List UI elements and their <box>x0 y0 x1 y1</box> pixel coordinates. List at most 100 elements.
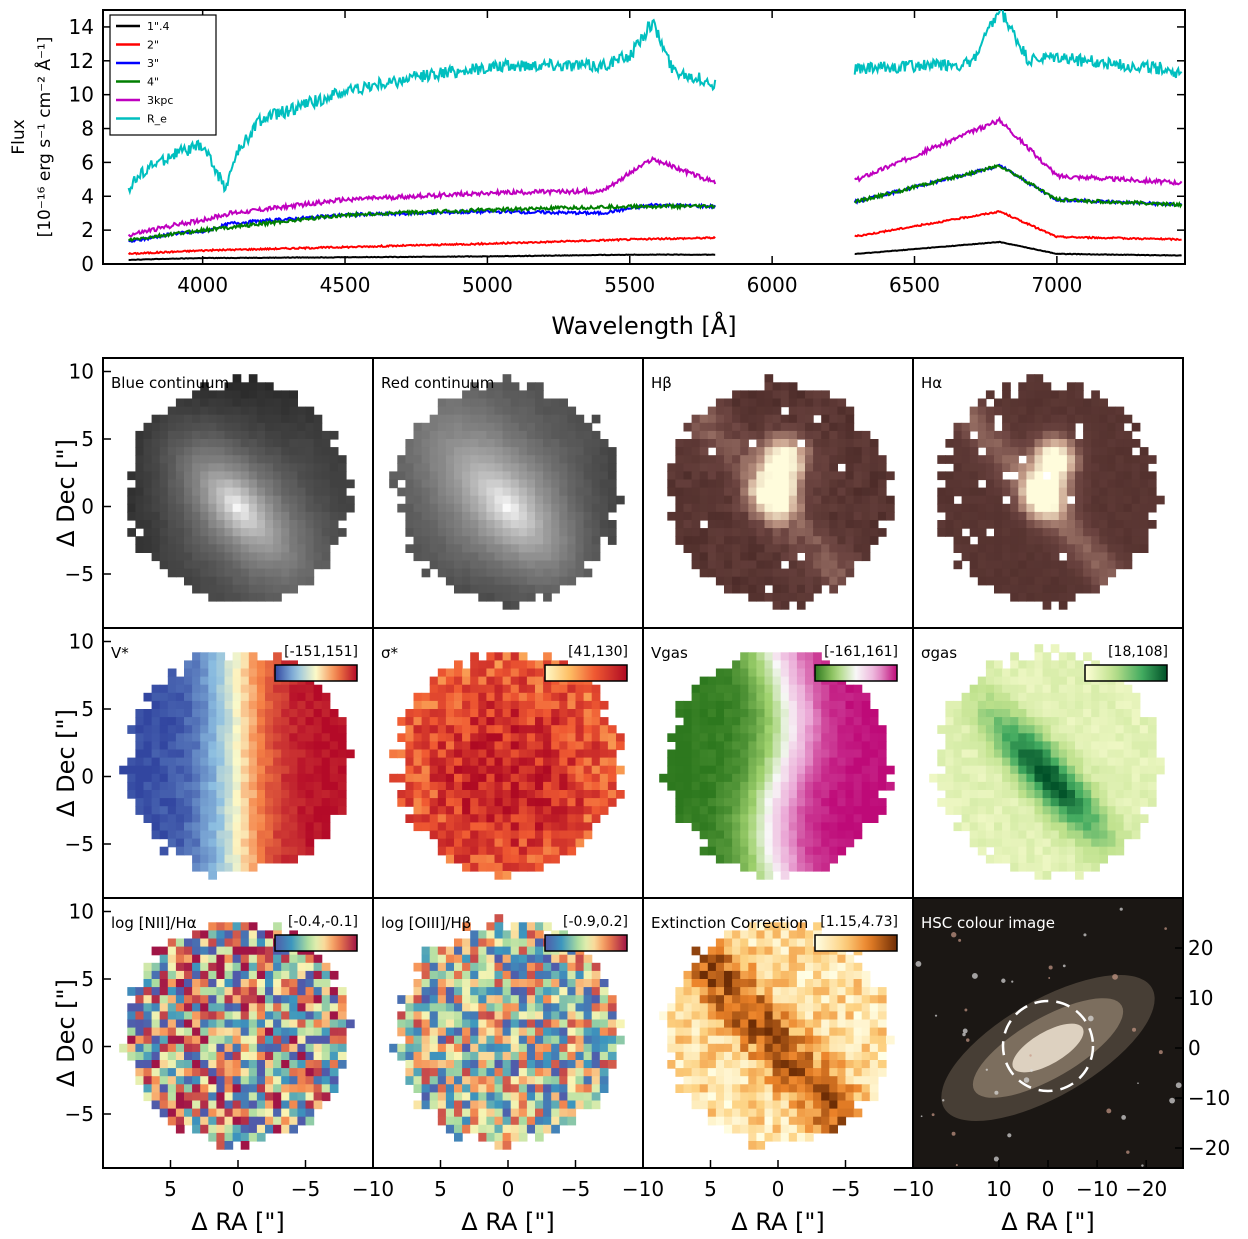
map-pixel <box>167 822 177 832</box>
map-pixel <box>805 692 814 702</box>
map-pixel <box>788 568 798 578</box>
map-pixel <box>297 830 307 840</box>
map-pixel <box>518 692 528 702</box>
map-pixel <box>535 382 544 391</box>
map-pixel <box>1066 422 1076 432</box>
map-pixel <box>772 733 782 742</box>
map-pixel <box>494 709 504 718</box>
map-pixel <box>756 552 766 562</box>
map-pixel <box>1026 700 1036 710</box>
map-pixel <box>297 684 307 694</box>
map-pixel <box>494 479 504 489</box>
map-pixel <box>143 814 153 823</box>
map-pixel <box>756 479 766 489</box>
map-pixel <box>1018 822 1027 832</box>
map-pixel <box>699 430 709 440</box>
map-pixel <box>313 741 323 751</box>
map-pixel <box>413 790 423 799</box>
map-pixel <box>281 757 290 767</box>
map-pixel <box>421 479 431 489</box>
map-pixel <box>265 592 274 602</box>
map-pixel <box>454 471 463 481</box>
map-pixel <box>715 536 725 545</box>
map-pixel <box>591 757 601 767</box>
map-pixel <box>502 717 512 726</box>
map-pixel <box>886 495 895 505</box>
map-pixel <box>1010 676 1019 686</box>
map-pixel <box>985 463 995 472</box>
map-pixel <box>748 487 757 497</box>
map-pixel <box>535 684 544 694</box>
map-pixel <box>159 846 169 856</box>
map-pixel <box>321 806 331 815</box>
map-pixel <box>551 854 560 864</box>
map-pixel <box>1115 765 1125 775</box>
map-pixel <box>445 406 455 416</box>
map-panel-1: Red continuum <box>372 357 644 629</box>
map-pixel <box>691 487 701 497</box>
map-pixel <box>175 822 185 832</box>
map-pixel <box>821 544 830 553</box>
map-pixel <box>937 487 946 497</box>
map-pixel <box>796 479 806 489</box>
map-pixel <box>1083 560 1092 570</box>
map-pixel <box>756 838 766 848</box>
map-pixel <box>265 749 274 759</box>
map-pixel <box>559 552 568 562</box>
map-pixel <box>985 700 995 710</box>
map-pixel <box>1115 838 1125 848</box>
map-pixel <box>273 954 282 964</box>
map-pixel <box>208 930 217 940</box>
map-pixel <box>691 806 701 815</box>
map-pixel <box>478 422 487 432</box>
map-pixel <box>321 560 331 570</box>
map-pixel <box>1042 676 1052 686</box>
map-pixel <box>845 700 855 710</box>
map-pixel <box>1034 660 1044 670</box>
map-pixel <box>281 414 290 424</box>
map-pixel <box>535 660 544 670</box>
map-pixel <box>1123 692 1133 702</box>
map-pixel <box>437 520 447 529</box>
map-pixel <box>305 995 315 1004</box>
map-pixel <box>470 757 479 767</box>
map-pixel <box>740 846 749 856</box>
map-pixel <box>756 684 766 694</box>
map-pixel <box>821 765 830 775</box>
map-pixel <box>1010 838 1019 848</box>
map-pixel <box>796 798 806 807</box>
map-pixel <box>232 822 242 832</box>
map-pixel <box>256 709 266 718</box>
map-pixel <box>969 692 979 702</box>
map-pixel <box>526 733 536 742</box>
map-pixel <box>1034 398 1044 408</box>
map-pixel <box>151 806 161 815</box>
map-pixel <box>575 447 585 456</box>
map-pixel <box>305 979 315 988</box>
map-pixel <box>502 871 512 880</box>
map-pixel <box>1083 700 1092 710</box>
map-pixel <box>994 471 1003 481</box>
map-pixel <box>1075 798 1084 807</box>
map-pixel <box>1115 822 1125 832</box>
map-pixel <box>526 536 536 545</box>
map-pixel <box>1018 781 1027 791</box>
map-pixel <box>1058 790 1068 799</box>
map-pixel <box>961 781 971 791</box>
map-pixel <box>583 733 593 742</box>
map-pixel <box>329 741 339 751</box>
map-pixel <box>248 479 258 489</box>
map-pixel <box>1010 725 1019 734</box>
map-pixel <box>551 455 560 464</box>
map-pixel <box>1050 700 1060 710</box>
map-pixel <box>1010 854 1019 864</box>
map-pixel <box>861 700 871 710</box>
map-pixel <box>429 806 439 815</box>
map-pixel <box>961 709 971 718</box>
map-pixel <box>224 854 234 864</box>
map-pixel <box>135 995 145 1004</box>
map-pixel <box>167 765 177 775</box>
map-pixel <box>429 725 439 734</box>
map-pixel <box>502 676 512 686</box>
map-pixel <box>869 447 879 456</box>
